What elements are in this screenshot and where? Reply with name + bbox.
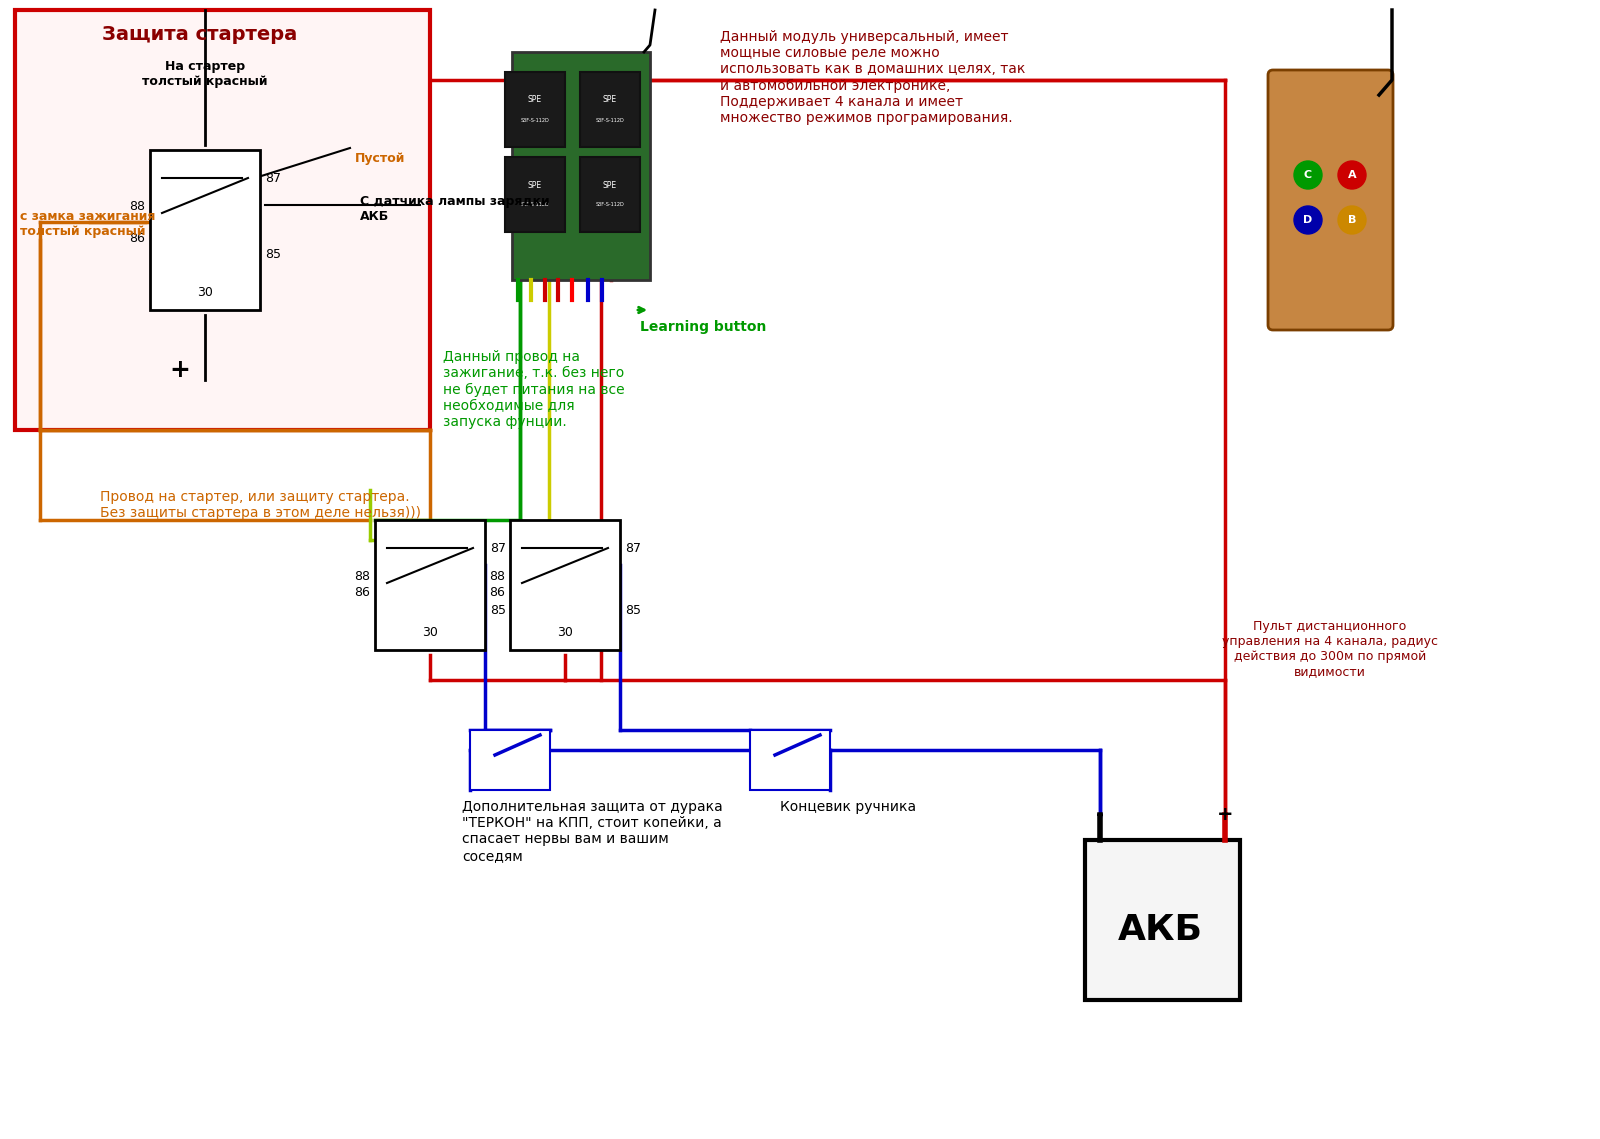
Bar <box>750 730 830 790</box>
Text: 85: 85 <box>490 604 506 616</box>
Text: 88: 88 <box>490 570 506 582</box>
Circle shape <box>1338 161 1366 189</box>
Text: 86: 86 <box>354 587 370 599</box>
Bar <box>506 157 565 232</box>
Text: A: A <box>1347 170 1357 180</box>
Text: +: + <box>1216 805 1234 823</box>
Text: С датчика лампы зарядки
АКБ: С датчика лампы зарядки АКБ <box>360 195 550 223</box>
Text: 87: 87 <box>626 541 642 555</box>
Text: 86: 86 <box>490 587 506 599</box>
Bar <box>374 521 485 650</box>
Circle shape <box>1294 161 1322 189</box>
Text: 87: 87 <box>490 541 506 555</box>
Text: Концевик ручника: Концевик ручника <box>781 800 917 814</box>
Bar <box>510 521 621 650</box>
Text: -: - <box>1096 805 1104 823</box>
Text: SPE: SPE <box>528 180 542 189</box>
Text: D: D <box>1304 215 1312 226</box>
Bar <box>579 157 640 232</box>
Text: 85: 85 <box>266 248 282 262</box>
Bar <box>512 52 650 280</box>
Bar <box>150 150 259 310</box>
Text: 86: 86 <box>130 231 146 245</box>
Text: Защита стартера: Защита стартера <box>102 25 298 44</box>
Circle shape <box>1294 206 1322 233</box>
Text: S3F-S-112D: S3F-S-112D <box>595 117 624 123</box>
Text: S3F-S-112D: S3F-S-112D <box>520 117 549 123</box>
Text: Данный модуль универсальный, имеет
мощные силовые реле можно
использовать как в : Данный модуль универсальный, имеет мощны… <box>720 30 1026 125</box>
Text: На стартер
толстый красный: На стартер толстый красный <box>142 60 267 88</box>
Text: 88: 88 <box>130 199 146 213</box>
Text: Пульт дистанционного
управления на 4 канала, радиус
действия до 300м по прямой
в: Пульт дистанционного управления на 4 кан… <box>1222 620 1438 678</box>
Text: 30: 30 <box>197 286 213 298</box>
Text: 88: 88 <box>354 570 370 582</box>
Text: 30: 30 <box>557 625 573 639</box>
Text: Пустой: Пустой <box>355 151 405 165</box>
Text: SPE: SPE <box>603 180 618 189</box>
Text: +: + <box>170 358 190 382</box>
Text: S3F-S-112D: S3F-S-112D <box>520 203 549 207</box>
Bar <box>506 72 565 147</box>
Text: B: B <box>1347 215 1357 226</box>
Text: АКБ: АКБ <box>1117 913 1203 947</box>
Text: 87: 87 <box>266 172 282 185</box>
Text: SPE: SPE <box>603 96 618 105</box>
Text: 85: 85 <box>626 604 642 616</box>
Text: SPE: SPE <box>528 96 542 105</box>
Text: S3F-S-112D: S3F-S-112D <box>595 203 624 207</box>
Bar <box>14 10 430 431</box>
Circle shape <box>1338 206 1366 233</box>
Text: Дополнительная защита от дурака
"ТЕРКОН" на КПП, стоит копейки, а
спасает нервы : Дополнительная защита от дурака "ТЕРКОН"… <box>462 800 723 862</box>
Text: C: C <box>1304 170 1312 180</box>
Text: Провод на стартер, или защиту стартера.
Без защиты стартера в этом деле нельзя)): Провод на стартер, или защиту стартера. … <box>99 490 421 521</box>
Text: Данный провод на
зажигание, т.к. без него
не будет питания на все
необходимые дл: Данный провод на зажигание, т.к. без нег… <box>443 350 624 429</box>
Text: Learning button: Learning button <box>640 320 766 334</box>
Bar <box>470 730 550 790</box>
Bar <box>579 72 640 147</box>
Text: 30: 30 <box>422 625 438 639</box>
Bar <box>1085 839 1240 1000</box>
FancyBboxPatch shape <box>1267 69 1394 330</box>
Text: с замка зажигания
толстый красный: с замка зажигания толстый красный <box>19 210 155 238</box>
